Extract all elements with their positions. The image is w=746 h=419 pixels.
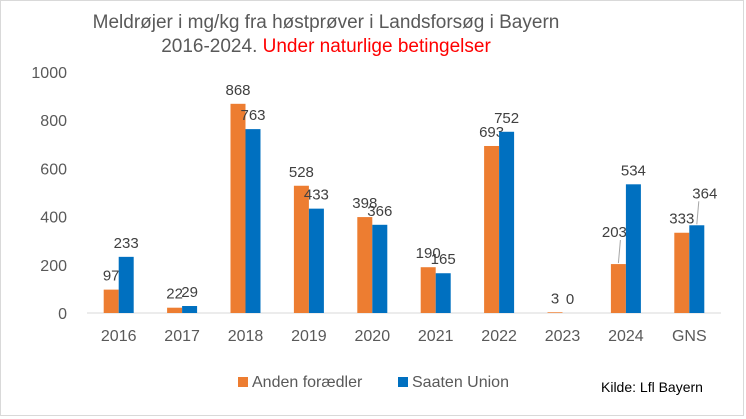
data-label: 190: [416, 245, 441, 262]
chart-title-line2: 2016-2024. Under naturlige betingelser: [1, 35, 651, 59]
data-label: 29: [181, 284, 198, 301]
data-label: 366: [367, 203, 392, 220]
y-tick-label: 400: [40, 210, 67, 227]
x-tick-label: 2016: [101, 328, 137, 345]
bar: [372, 224, 388, 313]
x-tick-label: GNS: [672, 328, 707, 345]
data-label: 528: [289, 164, 314, 181]
bar: [625, 184, 641, 313]
bar: [435, 273, 451, 313]
bar: [103, 289, 119, 313]
x-tick-label: 2024: [608, 328, 644, 345]
bar: [308, 208, 324, 313]
bar: [499, 131, 515, 313]
x-tick-label: 2022: [481, 328, 517, 345]
data-label: 364: [692, 185, 717, 202]
data-label: 97: [103, 268, 120, 285]
bar: [293, 185, 309, 313]
x-tick-label: 2019: [291, 328, 327, 345]
y-tick-label: 1000: [31, 65, 67, 82]
legend-label: Anden forædler: [252, 374, 363, 391]
x-tick-label: 2023: [545, 328, 581, 345]
data-label: 693: [479, 124, 504, 141]
data-label: 752: [494, 110, 519, 127]
bar: [547, 312, 563, 313]
x-tick-label: 2021: [418, 328, 454, 345]
data-label: 763: [240, 107, 265, 124]
chart-title-line1: Meldrøjer i mg/kg fra høstprøver i Lands…: [92, 12, 560, 33]
bar: [245, 129, 261, 313]
chart-title-year-range: 2016-2024.: [161, 36, 258, 57]
legend-swatch: [238, 377, 248, 387]
data-label: 333: [669, 211, 694, 228]
data-label-leader: [696, 201, 700, 225]
y-tick-label: 200: [40, 258, 67, 275]
data-label: 3: [551, 290, 559, 307]
data-label: 433: [304, 187, 329, 204]
legend-swatch: [398, 377, 408, 387]
data-label: 233: [114, 235, 139, 252]
x-tick-label: 2020: [355, 328, 391, 345]
bar: [230, 103, 246, 313]
data-label: 0: [566, 291, 574, 308]
y-tick-label: 800: [40, 113, 67, 130]
data-label-leader: [617, 240, 621, 264]
bar: [167, 307, 183, 313]
x-tick-label: 2017: [164, 328, 200, 345]
data-label: 165: [431, 251, 456, 268]
bar: [182, 306, 198, 313]
data-label: 868: [225, 82, 250, 99]
bar: [420, 267, 436, 313]
bar: [357, 217, 373, 313]
bar: [484, 145, 500, 313]
bar: [674, 232, 690, 313]
data-label: 398: [352, 195, 377, 212]
legend-label: Saaten Union: [412, 374, 509, 391]
data-label: 22: [166, 286, 183, 303]
y-tick-label: 0: [58, 306, 67, 323]
x-tick-label: 2018: [228, 328, 264, 345]
bar: [118, 256, 134, 313]
y-tick-label: 600: [40, 161, 67, 178]
data-label: 203: [602, 224, 627, 241]
chart-title-highlight: Under naturlige betingelser: [262, 36, 491, 57]
source-note: Kilde: Lfl Bayern: [601, 379, 703, 395]
bar: [689, 225, 705, 313]
chart-title: Meldrøjer i mg/kg fra høstprøver i Lands…: [1, 11, 651, 59]
data-label: 534: [621, 162, 646, 179]
bar: [610, 264, 626, 313]
